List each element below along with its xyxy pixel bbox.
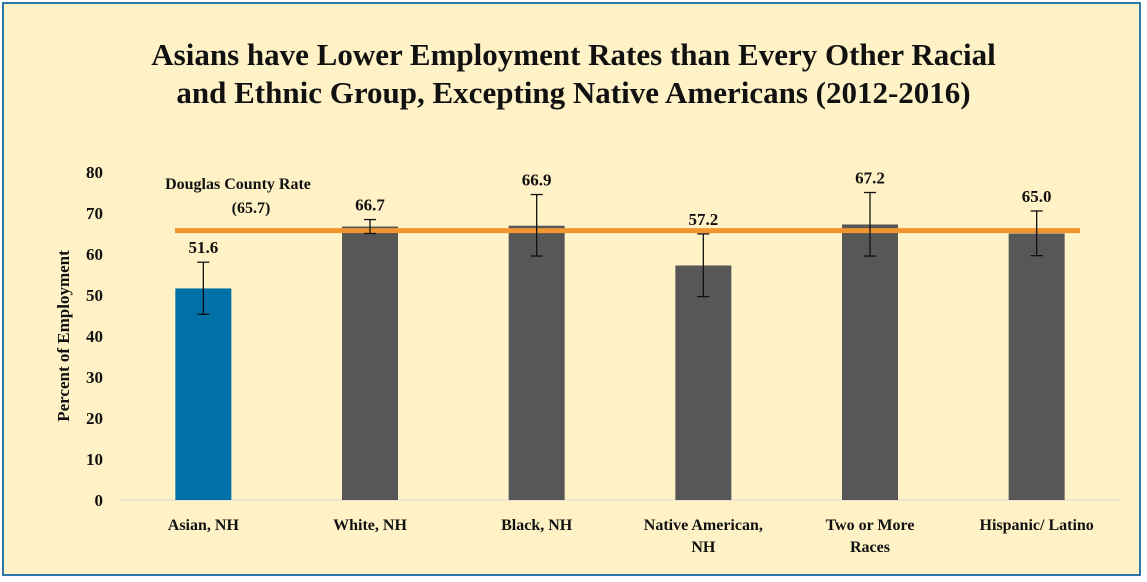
reference-line-value-label: (65.7)	[232, 200, 271, 217]
bar	[842, 224, 898, 501]
y-tick-label: 20	[86, 409, 103, 428]
x-tick-label: Races	[850, 539, 890, 556]
x-tick-label: NH	[691, 539, 716, 556]
y-tick-label: 10	[86, 450, 103, 469]
data-label: 51.6	[188, 238, 218, 257]
y-tick-label: 30	[86, 368, 103, 387]
bar	[675, 265, 732, 500]
data-label: 67.2	[855, 169, 885, 188]
bar	[508, 225, 565, 500]
x-tick-label: Two or More	[826, 517, 915, 534]
x-tick-label: Native American,	[644, 517, 763, 534]
x-tick-label: Asian, NH	[168, 517, 240, 534]
chart-title: Asians have Lower Employment Rates than …	[4, 36, 1143, 112]
chart-title-line-1: Asians have Lower Employment Rates than …	[151, 37, 996, 72]
y-tick-label: 40	[86, 327, 103, 346]
data-label: 57.2	[688, 210, 718, 229]
bar	[175, 288, 232, 500]
y-axis-label: Percent of Employment	[54, 250, 73, 422]
x-tick-label: Hispanic/ Latino	[980, 517, 1094, 534]
data-label: 66.9	[522, 171, 552, 190]
y-tick-label: 70	[86, 204, 103, 223]
chart-title-line-2: and Ethnic Group, Excepting Native Ameri…	[176, 75, 971, 110]
y-tick-label: 60	[86, 245, 103, 264]
data-label: 65.0	[1022, 187, 1052, 206]
bar	[342, 226, 398, 500]
data-label: 66.7	[355, 196, 385, 215]
y-tick-label: 80	[86, 163, 103, 182]
x-tick-label: Black, NH	[501, 517, 573, 534]
x-tick-label: White, NH	[333, 517, 407, 534]
y-tick-label: 50	[86, 286, 103, 305]
reference-line-label: Douglas County Rate	[165, 176, 311, 193]
bar	[1008, 233, 1065, 500]
y-tick-label: 0	[95, 491, 104, 510]
